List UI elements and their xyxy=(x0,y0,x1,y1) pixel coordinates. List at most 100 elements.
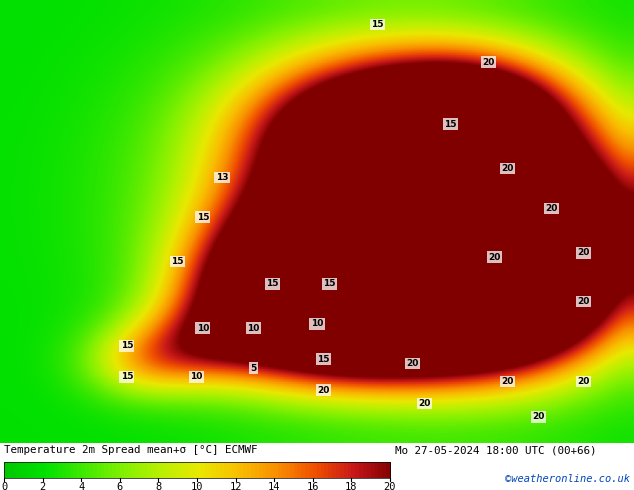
Text: 10: 10 xyxy=(191,482,204,490)
Bar xyxy=(216,462,221,478)
Bar xyxy=(54,462,58,478)
Text: Mo 27-05-2024 18:00 UTC (00+66): Mo 27-05-2024 18:00 UTC (00+66) xyxy=(395,445,597,456)
Bar xyxy=(108,462,113,478)
Bar xyxy=(367,462,371,478)
Bar xyxy=(4,462,8,478)
Bar xyxy=(363,462,367,478)
Text: 15: 15 xyxy=(444,120,456,129)
Bar xyxy=(355,462,359,478)
Text: 20: 20 xyxy=(482,58,495,67)
Bar xyxy=(193,462,198,478)
Bar xyxy=(255,462,259,478)
Bar xyxy=(266,462,271,478)
Text: 6: 6 xyxy=(117,482,123,490)
Text: 4: 4 xyxy=(78,482,84,490)
Bar xyxy=(139,462,143,478)
Text: 15: 15 xyxy=(120,372,133,381)
Bar xyxy=(77,462,82,478)
Bar xyxy=(166,462,171,478)
Bar xyxy=(297,462,302,478)
Bar xyxy=(378,462,383,478)
Text: 10: 10 xyxy=(311,319,323,328)
Bar xyxy=(112,462,117,478)
Bar xyxy=(105,462,108,478)
Bar xyxy=(120,462,124,478)
Bar xyxy=(74,462,78,478)
Text: 10: 10 xyxy=(190,372,203,381)
Text: 20: 20 xyxy=(418,399,431,408)
Bar xyxy=(96,462,101,478)
Bar xyxy=(382,462,387,478)
Bar xyxy=(240,462,244,478)
Bar xyxy=(236,462,240,478)
Bar xyxy=(178,462,182,478)
Bar xyxy=(386,462,391,478)
Bar xyxy=(93,462,97,478)
Bar xyxy=(23,462,28,478)
Text: 20: 20 xyxy=(501,164,514,173)
Bar xyxy=(243,462,248,478)
Text: 13: 13 xyxy=(216,173,228,182)
Bar xyxy=(66,462,70,478)
Bar xyxy=(46,462,51,478)
Text: 8: 8 xyxy=(155,482,162,490)
Bar xyxy=(155,462,159,478)
Text: 20: 20 xyxy=(317,386,330,395)
Text: 15: 15 xyxy=(266,279,279,288)
Bar xyxy=(313,462,317,478)
Text: 15: 15 xyxy=(197,213,209,222)
Bar xyxy=(336,462,340,478)
Text: 20: 20 xyxy=(488,253,501,262)
Bar xyxy=(351,462,356,478)
Text: 18: 18 xyxy=(345,482,358,490)
Bar xyxy=(228,462,232,478)
Text: 12: 12 xyxy=(230,482,242,490)
Bar xyxy=(371,462,375,478)
Bar xyxy=(209,462,213,478)
Bar xyxy=(328,462,333,478)
Bar xyxy=(42,462,47,478)
Bar xyxy=(274,462,278,478)
Text: 15: 15 xyxy=(371,20,384,29)
Bar xyxy=(8,462,12,478)
Text: 15: 15 xyxy=(171,257,184,266)
Bar xyxy=(262,462,267,478)
Bar xyxy=(270,462,275,478)
Bar xyxy=(151,462,155,478)
Bar xyxy=(347,462,352,478)
Bar xyxy=(162,462,167,478)
Text: 10: 10 xyxy=(197,324,209,333)
Text: 5: 5 xyxy=(250,364,257,372)
Bar xyxy=(185,462,190,478)
Text: 20: 20 xyxy=(577,297,590,306)
Bar xyxy=(332,462,337,478)
Bar xyxy=(286,462,290,478)
Bar xyxy=(220,462,224,478)
Bar xyxy=(20,462,24,478)
Bar xyxy=(305,462,309,478)
Bar xyxy=(116,462,120,478)
Bar xyxy=(101,462,105,478)
Bar xyxy=(50,462,55,478)
Bar xyxy=(170,462,174,478)
Bar xyxy=(181,462,186,478)
Bar xyxy=(247,462,252,478)
Bar xyxy=(309,462,313,478)
Bar xyxy=(251,462,256,478)
Bar xyxy=(70,462,74,478)
Bar xyxy=(359,462,363,478)
Bar xyxy=(39,462,43,478)
Bar xyxy=(81,462,86,478)
Bar xyxy=(135,462,139,478)
Bar xyxy=(301,462,306,478)
Bar xyxy=(375,462,379,478)
Bar xyxy=(321,462,325,478)
Bar xyxy=(174,462,178,478)
Text: 15: 15 xyxy=(317,355,330,364)
Text: 20: 20 xyxy=(533,413,545,421)
Bar xyxy=(197,462,202,478)
Bar xyxy=(325,462,329,478)
Bar xyxy=(124,462,128,478)
Bar xyxy=(85,462,89,478)
Bar xyxy=(340,462,344,478)
